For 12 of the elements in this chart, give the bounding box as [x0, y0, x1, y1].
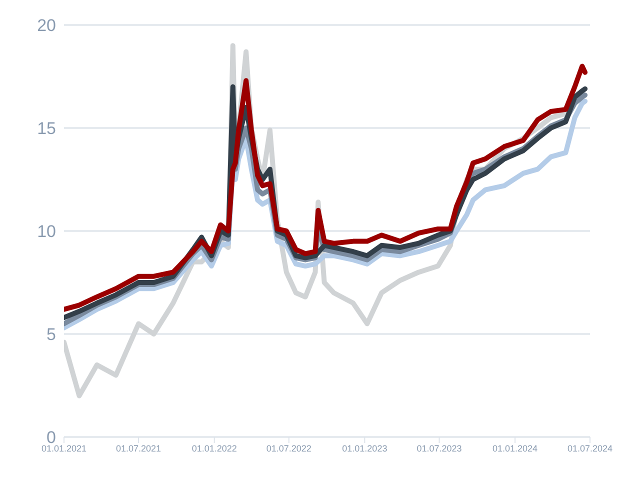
x-tick-label: 01.07.2022	[266, 443, 312, 454]
x-tick-label: 01.07.2021	[116, 443, 162, 454]
x-tick-label: 01.07.2024	[567, 443, 613, 454]
y-tick-label: 5	[46, 325, 56, 344]
x-tick-label: 01.01.2024	[492, 443, 538, 454]
y-tick-label: 20	[37, 16, 56, 36]
x-tick-label: 01.01.2023	[342, 443, 388, 454]
x-tick-label: 01.01.2022	[192, 443, 237, 454]
x-tick-label: 01.01.2021	[41, 443, 87, 454]
y-tick-label: 15	[37, 119, 56, 138]
y-tick-label: 10	[37, 222, 56, 242]
x-tick-label: 01.07.2023	[416, 443, 462, 454]
